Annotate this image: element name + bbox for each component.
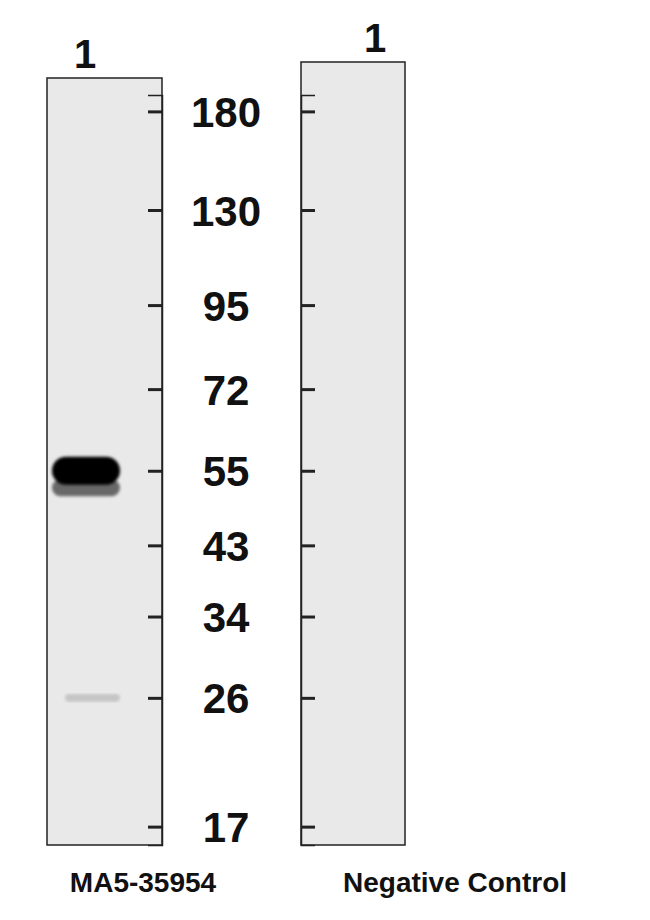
tick [301, 698, 315, 699]
tick-mark [148, 616, 162, 619]
tick [301, 471, 315, 472]
tick-mark [301, 616, 315, 619]
tick-mark [148, 826, 162, 829]
tick-mark [301, 826, 315, 829]
axis-line [302, 96, 316, 846]
tick: 55 [148, 448, 249, 495]
tick-mark [301, 697, 315, 700]
blot-panel [47, 78, 162, 845]
marker-ticks [301, 96, 315, 846]
tick-mark [301, 544, 315, 547]
tick-label: 180 [191, 89, 261, 136]
tick-mark [148, 544, 162, 547]
tick [301, 305, 315, 306]
tick [301, 210, 315, 211]
tick-label: 43 [203, 523, 250, 570]
tick-mark [148, 209, 162, 212]
band [52, 479, 120, 496]
tick-mark [148, 388, 162, 391]
axis-line [148, 96, 163, 846]
tick [301, 389, 315, 390]
tick [301, 545, 315, 546]
tick [301, 617, 315, 618]
lane-label: 1 [74, 32, 96, 76]
tick-label: 95 [203, 283, 250, 330]
tick-mark [148, 470, 162, 473]
tick: 43 [148, 523, 249, 570]
tick: 17 [148, 804, 249, 851]
tick-label: 55 [203, 448, 250, 495]
tick: 34 [148, 594, 250, 641]
tick: 72 [148, 367, 249, 414]
tick-mark [301, 470, 315, 473]
lane-label: 1 [364, 16, 386, 60]
blot-panel [301, 62, 405, 845]
tick-label: 130 [191, 188, 261, 235]
tick-mark [301, 388, 315, 391]
tick: 130 [148, 188, 261, 235]
tick-label: 72 [203, 367, 250, 414]
tick: 180 [148, 89, 261, 136]
tick-mark [148, 304, 162, 307]
band [65, 694, 120, 702]
tick-mark [148, 110, 162, 113]
tick [301, 827, 315, 828]
tick: 26 [148, 675, 249, 722]
tick-mark [301, 209, 315, 212]
panel-label: MA5-35954 [70, 867, 217, 898]
tick: 95 [148, 283, 249, 330]
tick-mark [301, 304, 315, 307]
tick-mark [301, 110, 315, 113]
bands [52, 457, 120, 702]
marker-axis: 180 130 95 72 55 43 34 26 17 [148, 89, 261, 851]
tick-label: 26 [203, 675, 250, 722]
tick-label: 17 [203, 804, 250, 851]
tick-label: 34 [203, 594, 250, 641]
tick [301, 111, 315, 112]
panel-label: Negative Control [343, 867, 567, 898]
tick-mark [148, 697, 162, 700]
